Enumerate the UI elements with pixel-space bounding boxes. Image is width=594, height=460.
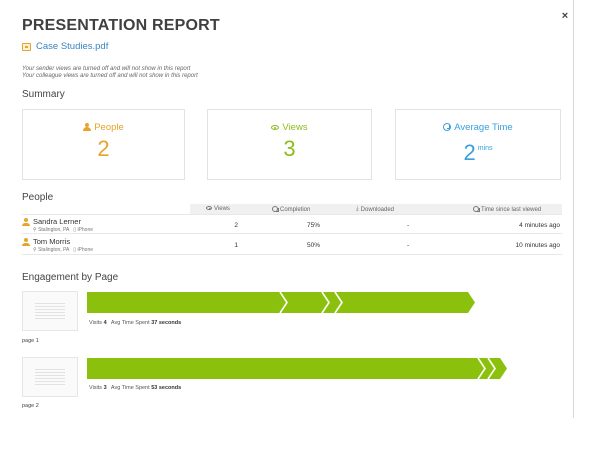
time-since-value: 10 minutes ago xyxy=(515,242,560,249)
average-time-summary-card: Average Time 2 mins xyxy=(395,109,561,180)
views-column-label: Views xyxy=(214,206,230,212)
views-value: 2 xyxy=(234,222,238,229)
visits-label: Visits xyxy=(89,320,103,326)
page-thumbnail[interactable] xyxy=(22,291,78,331)
views-count: 3 xyxy=(283,136,296,161)
avg-time-label: Avg Time Spent xyxy=(110,385,150,391)
eye-icon xyxy=(206,206,212,210)
views-card-label: Views xyxy=(282,122,308,133)
colleague-views-note: Your colleague views are turned off and … xyxy=(22,73,198,79)
visits-value: 3 xyxy=(103,385,107,391)
page-thumbnail[interactable] xyxy=(22,357,78,397)
completion-column-header[interactable]: Completion xyxy=(272,206,310,214)
person-location: Stalington, PA xyxy=(38,247,70,253)
people-summary-card: People 2 xyxy=(22,109,185,180)
people-card-label: People xyxy=(94,122,124,133)
engagement-bar-chevron xyxy=(321,292,330,313)
visits-value: 4 xyxy=(103,320,107,326)
views-summary-card: Views 3 xyxy=(207,109,372,180)
downloaded-column-header[interactable]: ⤓ Downloaded xyxy=(356,206,394,213)
person-name: Tom Morris xyxy=(33,237,71,246)
phone-icon: ▯ xyxy=(73,227,77,233)
average-time-unit: mins xyxy=(477,145,493,152)
person-device: iPhone xyxy=(77,227,94,233)
summary-heading: Summary xyxy=(22,89,65,100)
time-since-value: 4 minutes ago xyxy=(519,222,560,229)
report-modal: × PRESENTATION REPORT Case Studies.pdf Y… xyxy=(22,0,574,418)
completion-value: 50% xyxy=(306,242,320,249)
engagement-bar-chevron xyxy=(279,292,288,313)
people-count: 2 xyxy=(97,136,110,161)
page-stats: Visits 4 Avg Time Spent 37 seconds xyxy=(89,320,181,326)
download-icon: ⤓ xyxy=(356,206,359,212)
eye-icon xyxy=(271,125,280,130)
person-icon xyxy=(83,122,92,131)
people-table-header: Views Completion ⤓ Downloaded Time since… xyxy=(190,204,562,214)
page-label: page 1 xyxy=(22,338,39,344)
downloaded-column-label: Downloaded xyxy=(360,206,395,213)
phone-icon: ▯ xyxy=(73,247,77,253)
completion-value: 75% xyxy=(306,222,320,229)
person-icon xyxy=(22,238,30,246)
engagement-bar-page-2 xyxy=(87,358,507,379)
person-name: Sandra Lerner xyxy=(33,217,81,226)
views-column-header[interactable]: Views xyxy=(206,206,230,212)
clock-icon xyxy=(443,122,452,131)
close-icon[interactable]: × xyxy=(561,10,569,22)
avg-time-value: 53 seconds xyxy=(151,385,182,391)
file-name[interactable]: Case Studies.pdf xyxy=(36,41,109,52)
average-time-card-label: Average Time xyxy=(454,122,513,133)
completion-icon xyxy=(272,206,279,212)
sender-views-note: Your sender views are turned off and wil… xyxy=(22,66,191,72)
engagement-bar-chevron xyxy=(334,292,343,313)
table-row[interactable]: Tom Morris ⚲ Stalington, PA ▯ iPhone 1 5… xyxy=(22,235,562,255)
engagement-bar-fill xyxy=(87,292,475,313)
views-value: 1 xyxy=(234,242,238,249)
engagement-bar-fill xyxy=(87,358,507,379)
avg-time-value: 37 seconds xyxy=(151,320,182,326)
page-label: page 2 xyxy=(22,403,39,409)
person-device: iPhone xyxy=(77,247,94,253)
page-stats: Visits 3 Avg Time Spent 53 seconds xyxy=(89,385,181,391)
file-link[interactable]: Case Studies.pdf xyxy=(22,41,108,52)
location-pin-icon: ⚲ xyxy=(33,227,37,233)
downloaded-value: - xyxy=(407,242,410,249)
completion-column-label: Completion xyxy=(280,207,311,213)
engagement-bar-page-1 xyxy=(87,292,475,313)
engagement-bar-chevron xyxy=(487,358,496,379)
average-time-value: 2 xyxy=(463,140,476,165)
visits-label: Visits xyxy=(89,385,103,391)
presentation-file-icon xyxy=(22,42,31,51)
clock-icon xyxy=(473,206,480,212)
people-heading: People xyxy=(22,192,54,203)
time-since-column-label: Time since last viewed xyxy=(481,207,542,213)
location-pin-icon: ⚲ xyxy=(33,247,37,253)
table-row[interactable]: Sandra Lerner ⚲ Stalington, PA ▯ iPhone … xyxy=(22,214,562,234)
avg-time-label: Avg Time Spent xyxy=(110,320,150,326)
time-since-column-header[interactable]: Time since last viewed xyxy=(473,206,541,214)
engagement-bar-chevron xyxy=(477,358,486,379)
page-title: PRESENTATION REPORT xyxy=(22,17,220,34)
engagement-heading: Engagement by Page xyxy=(22,272,119,283)
person-icon xyxy=(22,218,30,226)
person-location: Stalington, PA xyxy=(38,227,70,233)
downloaded-value: - xyxy=(407,222,410,229)
